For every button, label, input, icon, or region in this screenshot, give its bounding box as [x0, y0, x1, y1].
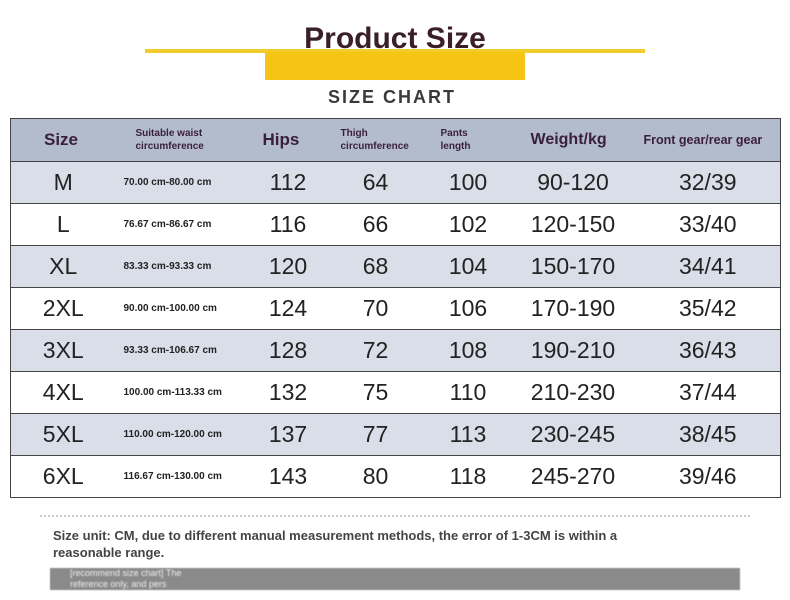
table-cell: 137 — [250, 413, 326, 456]
table-cell: 128 — [250, 329, 326, 372]
table-cell: 37/44 — [635, 371, 781, 414]
table-cell: 120-150 — [510, 203, 636, 246]
table-cell: 75 — [325, 371, 426, 414]
table-row: L 76.67 cm-86.67 cm 116 66 102 120-150 33/40 — [10, 203, 781, 246]
title-underline — [145, 49, 645, 53]
table-cell: 72 — [325, 329, 426, 372]
table-cell: 102 — [425, 203, 511, 246]
table-cell: 2XL — [10, 287, 116, 330]
table-cell: 33/40 — [635, 203, 781, 246]
table-cell: 120 — [250, 245, 326, 288]
table-cell: 6XL — [10, 455, 116, 498]
column-header: Size — [10, 118, 116, 162]
table-cell: 124 — [250, 287, 326, 330]
table-cell: 34/41 — [635, 245, 781, 288]
table-cell: 118 — [425, 455, 511, 498]
table-cell: 93.33 cm-106.67 cm — [115, 329, 251, 372]
table-cell: 5XL — [10, 413, 116, 456]
footer-bar — [50, 568, 740, 590]
table-cell: L — [10, 203, 116, 246]
table-cell: 110.00 cm-120.00 cm — [115, 413, 251, 456]
table-cell: 132 — [250, 371, 326, 414]
size-table: Size Suitable waist circumference Hips Thig… — [10, 118, 781, 498]
table-cell: 100 — [425, 161, 511, 204]
table-row: M 70.00 cm-80.00 cm 112 64 100 90-120 32/39 — [10, 161, 781, 204]
title: Product Size — [304, 22, 486, 55]
note: Size unit: CM, due to different manual m… — [53, 528, 618, 560]
title-highlight — [265, 52, 525, 80]
table-cell: 113 — [425, 413, 511, 456]
table-cell: 77 — [325, 413, 426, 456]
table-row: 3XL 93.33 cm-106.67 cm 128 72 108 190-210 36/4… — [10, 329, 781, 372]
table-cell: 108 — [425, 329, 511, 372]
table-cell: 90.00 cm-100.00 cm — [115, 287, 251, 330]
table-cell: 100.00 cm-113.33 cm — [115, 371, 251, 414]
table-cell: 110 — [425, 371, 511, 414]
table-cell: 112 — [250, 161, 326, 204]
table-cell: 150-170 — [510, 245, 636, 288]
footer-fragment: [recommend size chart] The — [70, 568, 182, 578]
table-cell: 66 — [325, 203, 426, 246]
table-cell: M — [10, 161, 116, 204]
column-header: Weight/kg — [510, 118, 636, 162]
table-cell: 3XL — [10, 329, 116, 372]
table-cell: 116 — [250, 203, 326, 246]
footer-fragment: reference only, and pers — [70, 579, 167, 589]
table-cell: 70 — [325, 287, 426, 330]
footer-text: [recommend size chart] The reference only… — [70, 568, 181, 590]
table-cell: 116.67 cm-130.00 cm — [115, 455, 251, 498]
table-cell: 39/46 — [635, 455, 781, 498]
column-header: Front gear/rear gear — [635, 118, 781, 162]
table-cell: 143 — [250, 455, 326, 498]
subtitle: SIZE CHART — [328, 87, 456, 107]
table-cell: 80 — [325, 455, 426, 498]
table-cell: 64 — [325, 161, 426, 204]
table-cell: 70.00 cm-80.00 cm — [115, 161, 251, 204]
column-header: Hips — [250, 118, 326, 162]
table-cell: 38/45 — [635, 413, 781, 456]
table-row: 4XL 100.00 cm-113.33 cm 132 75 110 210-230 37/… — [10, 371, 781, 414]
table-cell: 104 — [425, 245, 511, 288]
table-cell: 36/43 — [635, 329, 781, 372]
table-cell: 106 — [425, 287, 511, 330]
table-cell: 190-210 — [510, 329, 636, 372]
table-cell: 170-190 — [510, 287, 636, 330]
table-row: 6XL 116.67 cm-130.00 cm 143 80 118 245-270 39/… — [10, 455, 781, 498]
column-header: Thigh circumference — [325, 118, 426, 162]
table-cell: 210-230 — [510, 371, 636, 414]
table-cell: 32/39 — [635, 161, 781, 204]
table-cell: 90-120 — [510, 161, 636, 204]
table-row: XL 83.33 cm-93.33 cm 120 68 104 150-170 34/41 — [10, 245, 781, 288]
table-cell: XL — [10, 245, 116, 288]
table-cell: 83.33 cm-93.33 cm — [115, 245, 251, 288]
column-header: Suitable waist circumference — [115, 118, 251, 162]
table-cell: 35/42 — [635, 287, 781, 330]
table-cell: 245-270 — [510, 455, 636, 498]
table-row: 2XL 90.00 cm-100.00 cm 124 70 106 170-190 35/4… — [10, 287, 781, 330]
table-cell: 68 — [325, 245, 426, 288]
table-row: 5XL 110.00 cm-120.00 cm 137 77 113 230-245 38/… — [10, 413, 781, 456]
table-cell: 76.67 cm-86.67 cm — [115, 203, 251, 246]
table-cell: 4XL — [10, 371, 116, 414]
table-cell: 230-245 — [510, 413, 636, 456]
separator — [40, 515, 750, 517]
column-header: Pants length — [425, 118, 511, 162]
